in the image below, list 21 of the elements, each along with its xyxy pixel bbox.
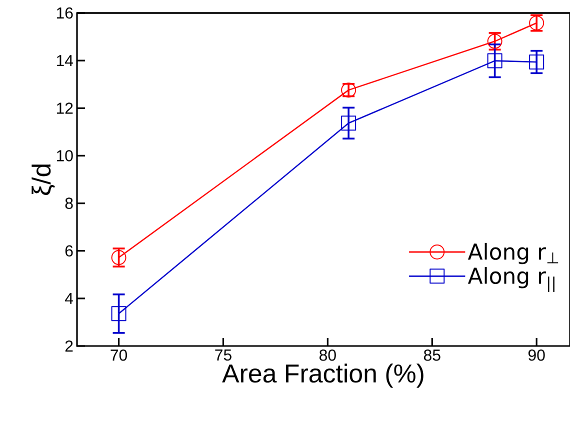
y-tick-label: 14 [56, 55, 74, 66]
y-tick-label: 4 [64, 292, 74, 304]
y-tick-label: 16 [56, 7, 73, 19]
point [341, 116, 356, 131]
y-tick-label: 6 [65, 245, 73, 256]
legend-label: Along r$_{⊥}$ [468, 242, 558, 264]
y-tick-label: 12 [56, 102, 73, 114]
y-tick-label: 8 [65, 198, 73, 209]
y-axis-title: ξ/d [32, 164, 55, 196]
legend-label: Along r$_{||}$ [468, 267, 554, 292]
x-tick-label: 75 [215, 350, 232, 361]
x-tick-label: 80 [320, 350, 336, 361]
y-tick-label: 2 [65, 340, 73, 352]
y-tick-label: 10 [56, 150, 73, 162]
point [487, 53, 502, 68]
point [529, 54, 544, 70]
x-tick-label: 85 [424, 350, 440, 361]
point [111, 306, 126, 322]
x-axis-title: Area Fraction (%) [222, 364, 424, 388]
x-tick-label: 70 [110, 350, 128, 361]
x-tick-label: 90 [528, 350, 545, 361]
